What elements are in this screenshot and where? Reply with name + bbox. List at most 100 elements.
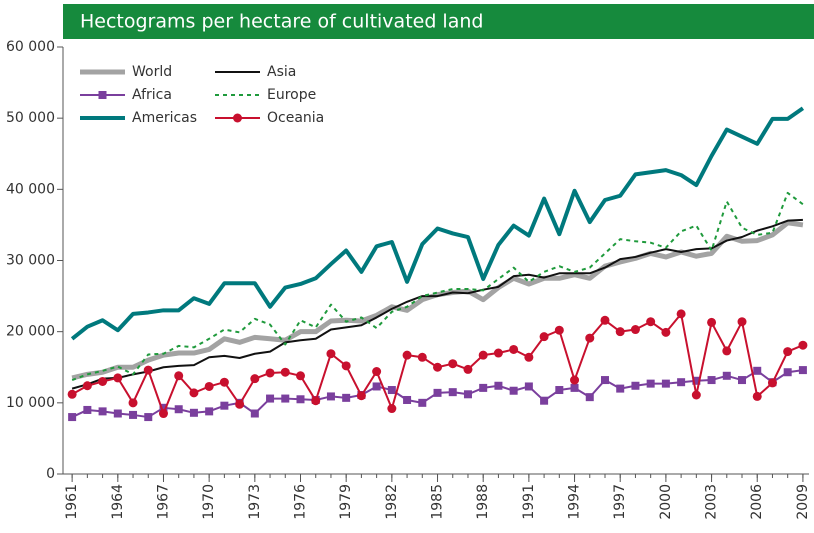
x-tick-label: 2009 xyxy=(795,484,811,520)
point-marker xyxy=(113,373,123,383)
point-marker xyxy=(342,393,351,402)
point-marker xyxy=(752,391,762,401)
point-marker xyxy=(235,399,245,409)
x-tick-label: 2006 xyxy=(749,484,765,520)
point-marker xyxy=(433,362,443,372)
x-tick-label: 1991 xyxy=(521,484,537,520)
point-marker xyxy=(372,367,382,377)
point-marker xyxy=(250,374,260,384)
series-line xyxy=(71,220,804,381)
point-marker xyxy=(403,395,412,404)
x-tick-label: 1985 xyxy=(430,484,446,520)
point-marker xyxy=(554,325,564,335)
legend-label: Africa xyxy=(132,87,172,103)
point-marker xyxy=(524,382,533,391)
x-tick-label: 2000 xyxy=(658,484,674,520)
point-marker xyxy=(418,398,427,407)
point-marker xyxy=(296,371,306,381)
y-tick-label: 40 000 xyxy=(6,181,55,197)
point-marker xyxy=(585,393,594,402)
legend-label: Oceania xyxy=(267,110,324,126)
point-marker xyxy=(67,389,77,399)
point-marker xyxy=(159,403,168,412)
point-marker xyxy=(616,384,625,393)
y-tick-label: 20 000 xyxy=(6,324,55,340)
point-marker xyxy=(691,390,701,400)
point-marker xyxy=(722,346,732,356)
point-marker xyxy=(158,409,168,419)
point-marker xyxy=(463,390,472,399)
series-line xyxy=(71,191,804,381)
point-marker xyxy=(783,368,792,377)
point-marker xyxy=(417,352,427,362)
point-marker xyxy=(676,309,686,319)
y-tick-label: 30 000 xyxy=(6,253,55,269)
x-tick-label: 1970 xyxy=(201,484,217,520)
y-tick-label: 10 000 xyxy=(6,395,55,411)
legend-label: World xyxy=(132,64,172,80)
point-marker xyxy=(448,388,457,397)
point-marker xyxy=(205,407,214,416)
point-marker xyxy=(738,376,747,385)
legend-label: Europe xyxy=(267,87,316,103)
point-marker xyxy=(570,383,579,392)
point-marker xyxy=(555,386,564,395)
point-marker xyxy=(692,376,701,385)
point-marker xyxy=(479,383,488,392)
point-marker xyxy=(204,381,214,391)
point-marker xyxy=(326,349,336,359)
point-marker xyxy=(448,359,458,369)
point-marker xyxy=(402,350,412,360)
point-marker xyxy=(311,396,321,406)
point-marker xyxy=(600,376,609,385)
point-marker xyxy=(631,381,640,390)
point-marker xyxy=(113,409,122,418)
x-tick-label: 1973 xyxy=(247,484,263,520)
x-tick-label: 1988 xyxy=(475,484,491,520)
point-marker xyxy=(387,404,397,414)
point-marker xyxy=(677,378,686,387)
point-marker xyxy=(600,315,610,325)
point-marker xyxy=(189,388,199,398)
point-marker xyxy=(570,375,580,385)
x-tick-label: 1964 xyxy=(110,484,126,520)
series-line xyxy=(71,218,803,390)
point-marker xyxy=(219,377,229,387)
point-marker xyxy=(68,413,77,422)
point-marker xyxy=(265,368,275,378)
point-marker xyxy=(83,405,92,414)
title-bar xyxy=(63,4,814,39)
legend-marker xyxy=(98,91,107,99)
point-marker xyxy=(280,367,290,377)
point-marker xyxy=(540,396,549,405)
point-marker xyxy=(798,366,807,375)
point-marker xyxy=(661,327,671,337)
x-tick-label: 1982 xyxy=(384,484,400,520)
point-marker xyxy=(737,317,747,327)
x-tick-label: 1994 xyxy=(567,484,583,520)
x-tick-label: 1967 xyxy=(155,484,171,520)
point-marker xyxy=(143,365,153,375)
point-marker xyxy=(266,394,275,403)
series-line xyxy=(70,106,805,341)
point-marker xyxy=(98,407,107,416)
x-tick-label: 1961 xyxy=(64,484,80,520)
point-marker xyxy=(281,394,290,403)
point-marker xyxy=(387,386,396,395)
y-tick-label: 60 000 xyxy=(6,39,55,55)
point-marker xyxy=(82,381,92,391)
legend-label: Asia xyxy=(267,64,296,80)
point-marker xyxy=(524,352,534,362)
point-marker xyxy=(326,392,335,401)
point-marker xyxy=(798,340,808,350)
point-marker xyxy=(433,388,442,397)
x-tick-label: 1976 xyxy=(293,484,309,520)
legend-marker xyxy=(233,113,242,123)
point-marker xyxy=(372,382,381,391)
point-marker xyxy=(98,376,108,386)
point-marker xyxy=(478,350,488,360)
point-marker xyxy=(494,381,503,390)
point-marker xyxy=(707,376,716,385)
point-marker xyxy=(646,317,656,327)
